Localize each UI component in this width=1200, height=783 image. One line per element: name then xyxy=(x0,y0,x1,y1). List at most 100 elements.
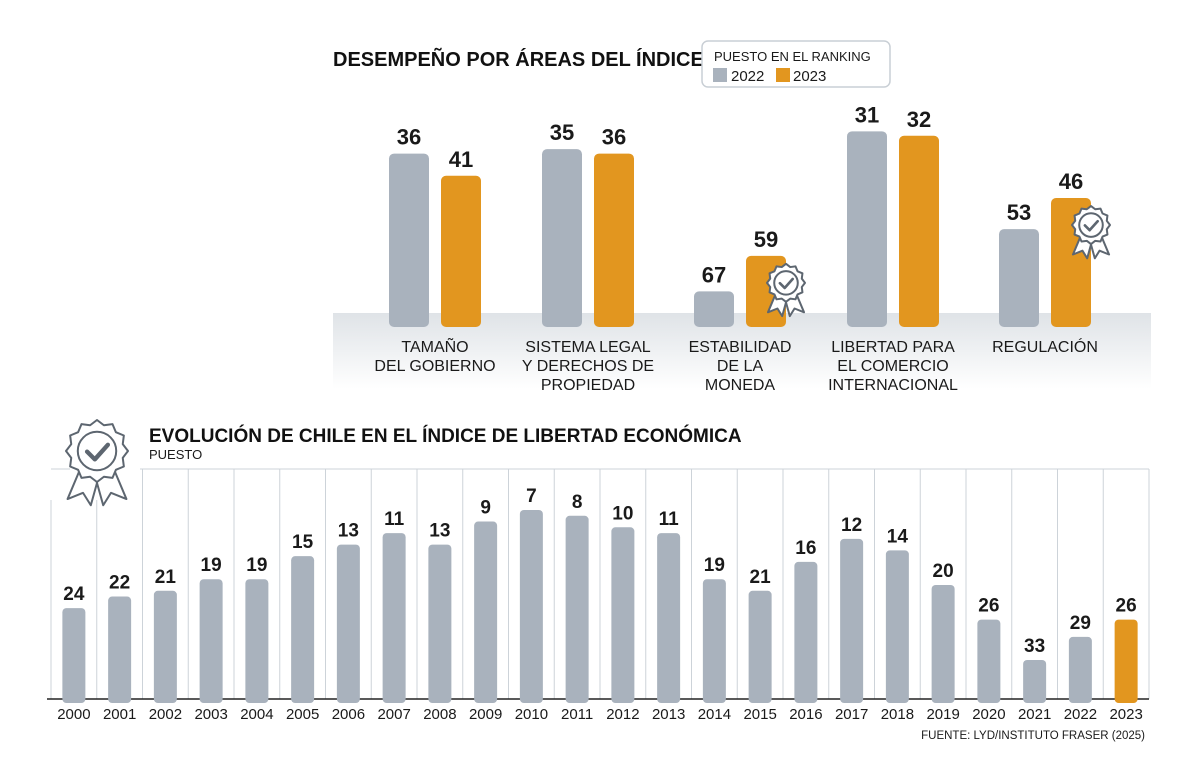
x-tick-label: 2009 xyxy=(469,706,502,723)
bar xyxy=(977,619,1001,703)
bar xyxy=(62,608,86,703)
category-label: REGULACIÓN xyxy=(992,337,1098,356)
checkmark-icon xyxy=(84,442,111,462)
x-tick-label: 2008 xyxy=(423,706,456,723)
award-badge-icon xyxy=(766,262,806,318)
bar xyxy=(931,585,955,703)
legend-label-2022: 2022 xyxy=(731,68,764,85)
bar-2023 xyxy=(594,153,634,327)
x-tick-label: 2006 xyxy=(332,706,365,723)
category-label: MONEDA xyxy=(705,377,776,394)
grid xyxy=(47,468,1150,700)
data-label: 19 xyxy=(201,555,222,576)
x-tick-label: 2002 xyxy=(149,706,182,723)
source-note: FUENTE: LYD/INSTITUTO FRASER (2025) xyxy=(921,730,1145,742)
bar-2023 xyxy=(899,135,939,327)
rosette-inner-icon xyxy=(76,430,118,472)
data-label: 29 xyxy=(1070,613,1091,634)
data-label: 15 xyxy=(292,532,314,553)
legend-swatch-2022 xyxy=(713,68,727,82)
category-label: TAMAÑO xyxy=(401,336,468,356)
bar-2022 xyxy=(389,153,429,327)
x-tick-label: 2003 xyxy=(194,706,227,723)
x-tick-label: 2015 xyxy=(743,706,776,723)
x-tick-label: 2023 xyxy=(1109,706,1142,723)
x-tick-label: 2000 xyxy=(57,706,90,723)
evolution-chart-subtitle: PUESTO xyxy=(149,447,202,462)
bar xyxy=(657,533,681,703)
legend: PUESTO EN EL RANKING 2022 2023 xyxy=(701,40,891,88)
data-label-2022: 35 xyxy=(550,120,574,145)
bar xyxy=(291,556,315,703)
data-label-2022: 53 xyxy=(1007,200,1031,225)
data-label: 16 xyxy=(795,538,816,559)
data-label-2022: 36 xyxy=(397,125,421,150)
bar xyxy=(382,533,406,703)
data-label-2023: 32 xyxy=(907,107,931,132)
data-label: 33 xyxy=(1024,636,1045,657)
category-label: DE LA xyxy=(717,358,764,375)
data-label: 20 xyxy=(933,561,954,582)
bar xyxy=(245,579,269,703)
data-label: 26 xyxy=(978,596,999,617)
bar-highlight xyxy=(1114,619,1138,703)
bar xyxy=(1023,660,1047,703)
bar xyxy=(565,515,589,703)
category-label: PROPIEDAD xyxy=(541,377,635,394)
bar xyxy=(108,596,132,703)
data-label: 7 xyxy=(526,486,537,507)
x-tick-label: 2012 xyxy=(606,706,639,723)
x-tick-label: 2017 xyxy=(835,706,868,723)
bar-2022 xyxy=(694,291,734,327)
x-tick-label: 2005 xyxy=(286,706,319,723)
bar xyxy=(336,544,360,703)
category-group: 35 36 SISTEMA LEGAL Y DERECHOS DE PROPIEDAD xyxy=(522,120,654,394)
x-tick-label: 2016 xyxy=(789,706,822,723)
bar xyxy=(748,590,772,703)
data-label: 11 xyxy=(384,509,405,530)
x-tick-label: 2021 xyxy=(1018,706,1051,723)
data-label: 14 xyxy=(887,526,909,547)
data-label-2023: 41 xyxy=(449,147,473,172)
data-label: 9 xyxy=(480,498,491,519)
bar xyxy=(519,510,543,703)
legend-label-2023: 2023 xyxy=(793,68,826,85)
bar xyxy=(474,521,498,703)
x-tick-label: 2020 xyxy=(972,706,1005,723)
category-group: 36 41 TAMAÑO DEL GOBIERNO xyxy=(374,125,495,375)
bar xyxy=(428,544,452,703)
category-label: ESTABILIDAD xyxy=(689,339,792,356)
bar-2023 xyxy=(441,175,481,327)
bar xyxy=(1068,636,1092,703)
data-label: 26 xyxy=(1116,596,1137,617)
x-tick-label: 2019 xyxy=(926,706,959,723)
data-label-2023: 46 xyxy=(1059,169,1083,194)
rosette-inner-icon xyxy=(773,270,799,296)
x-tick-label: 2001 xyxy=(103,706,136,723)
legend-box xyxy=(701,40,891,88)
data-label-2022: 31 xyxy=(855,102,879,127)
legend-title: PUESTO EN EL RANKING xyxy=(714,49,871,64)
data-label-2023: 59 xyxy=(754,227,778,252)
data-label: 13 xyxy=(429,521,450,542)
data-label: 12 xyxy=(841,515,862,536)
data-label: 21 xyxy=(750,567,772,588)
bar-2022 xyxy=(847,131,887,327)
data-label: 8 xyxy=(572,492,583,513)
data-label: 24 xyxy=(63,584,85,605)
bar xyxy=(794,561,818,703)
category-label: INTERNACIONAL xyxy=(828,377,958,394)
x-tick-label: 2011 xyxy=(561,706,593,723)
checkmark-icon xyxy=(778,277,794,290)
rosette-inner-icon xyxy=(1078,212,1104,238)
bar xyxy=(702,579,726,703)
data-label: 11 xyxy=(659,509,680,530)
bar xyxy=(840,538,864,703)
bar xyxy=(199,579,223,703)
x-tick-label: 2007 xyxy=(377,706,410,723)
areas-chart-title: DESEMPEÑO POR ÁREAS DEL ÍNDICE xyxy=(333,48,704,71)
data-label: 13 xyxy=(338,521,359,542)
category-label: LIBERTAD PARA xyxy=(831,339,955,356)
award-badge-icon xyxy=(1071,205,1111,260)
legend-swatch-2023 xyxy=(776,68,790,82)
